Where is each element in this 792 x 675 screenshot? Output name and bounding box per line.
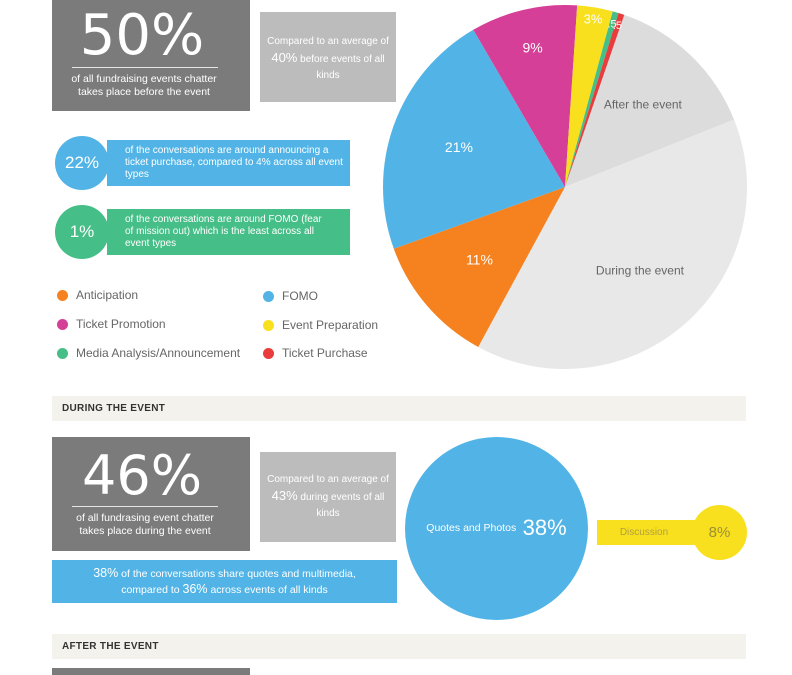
legend-dot-ticket-promotion [57,318,68,330]
legend-item-anticipation: Anticipation [57,288,138,302]
legend-label-media-analysis: Media Analysis/Announcement [76,346,241,360]
during-stat-desc: of all fundrasing event chatter takes pl… [76,512,214,537]
pie-label-5: 3% [584,12,603,27]
pie-label-1: During the event [596,264,685,278]
quotes-photos-bubble: Quotes and Photos 38% [405,437,588,620]
pie-label-0: After the event [604,97,683,111]
pie-slice-6 [565,11,619,188]
during-share-text2: across events of all kinds [207,584,328,596]
legend-item-fomo: FOMO [263,289,318,303]
before-pill-fomo-band [107,209,350,255]
before-compare-box: Compared to an average of 40% before eve… [260,12,396,102]
legend-item-ticket-promotion: Ticket Promotion [57,317,166,331]
pie-slice-5 [565,5,613,188]
legend-item-ticket-purchase: Ticket Purchase [263,346,368,360]
discussion-bubble: 8% [692,505,747,560]
pie-slice-1 [478,119,747,370]
after-stat-box [52,668,250,675]
pie-slice-4 [473,4,578,187]
pie-label-3: 21% [445,139,473,155]
before-pill-ticket-band [107,140,350,186]
before-pill-fomo-text: of the conversations are around FOMO (fe… [125,214,322,249]
during-compare-value: 43% [271,488,298,503]
pie-slice-0 [565,14,735,187]
section-header-after: AFTER THE EVENT [52,634,746,659]
during-stat-rule [72,506,218,507]
during-compare-box: Compared to an average of 43% during eve… [260,452,396,542]
discussion-band: Discussion [597,520,697,545]
pie-slice-3 [383,29,565,249]
pie-label-6: .5 [608,18,617,30]
pie-label-2: 11% [466,251,493,267]
legend-item-media-analysis: Media Analysis/Announcement [57,346,240,360]
pie-chart: After the event During the event 11% 21% 9% 3… [383,4,747,370]
pie-label-7: .5 [613,20,622,32]
during-stat-box: 46% of all fundrasing event chatter take… [52,437,250,551]
quotes-photos-value: 38% [522,515,567,540]
during-share-box: 38% of the conversations share quotes an… [52,560,397,603]
discussion-label: Discussion [619,527,669,538]
before-pill-ticket: of the conversations are around announci… [55,136,350,190]
legend-dot-fomo [263,290,274,302]
during-compare-post: during events of all kinds [297,492,385,519]
legend-dot-event-preparation [263,319,274,331]
legend-label-ticket-purchase: Ticket Purchase [282,346,368,360]
during-share-text1: of the conversations share quotes and mu… [118,568,356,596]
discussion-value: 8% [708,524,731,541]
during-share-value1: 38% [93,566,119,580]
during-stat-value: 46% [81,444,203,507]
before-pill-fomo-circle: 1% [55,205,109,259]
before-stat-desc: of all fundraising events chatter takes … [71,73,217,98]
legend-dot-media-analysis [57,347,68,359]
before-compare-post: before events of all kinds [297,54,385,81]
before-stat-box: 50% of all fundraising events chatter ta… [52,0,250,111]
legend-label-event-preparation: Event Preparation [282,318,379,332]
legend-item-event-preparation: Event Preparation [263,318,378,332]
quotes-photos-label: Quotes and Photos [426,522,517,534]
before-pill-ticket-value: 22% [64,153,100,172]
legend-dot-ticket-purchase [263,347,274,359]
during-compare-pre: Compared to an average of [267,474,389,485]
legend-label-fomo: FOMO [282,289,318,303]
section-header-during: DURING THE EVENT [52,396,746,421]
before-pill-ticket-text: of the conversations are around announci… [125,145,343,180]
legend-label-ticket-promotion: Ticket Promotion [76,317,166,331]
before-stat-rule [72,67,218,68]
during-share-value2: 36% [182,582,208,596]
before-pill-fomo-value: 1% [69,222,95,241]
before-stat-value: 50% [79,3,205,68]
legend-dot-anticipation [57,289,68,301]
before-pill-ticket-circle: 22% [55,136,109,190]
before-compare-value: 40% [271,50,298,65]
legend-label-anticipation: Anticipation [76,288,139,302]
before-pill-fomo: of the conversations are around FOMO (fe… [55,205,350,259]
pie-slice-7 [565,13,625,188]
pie-label-4: 9% [522,39,542,55]
before-compare-pre: Compared to an average of [267,36,389,47]
pie-slice-2 [393,187,565,347]
